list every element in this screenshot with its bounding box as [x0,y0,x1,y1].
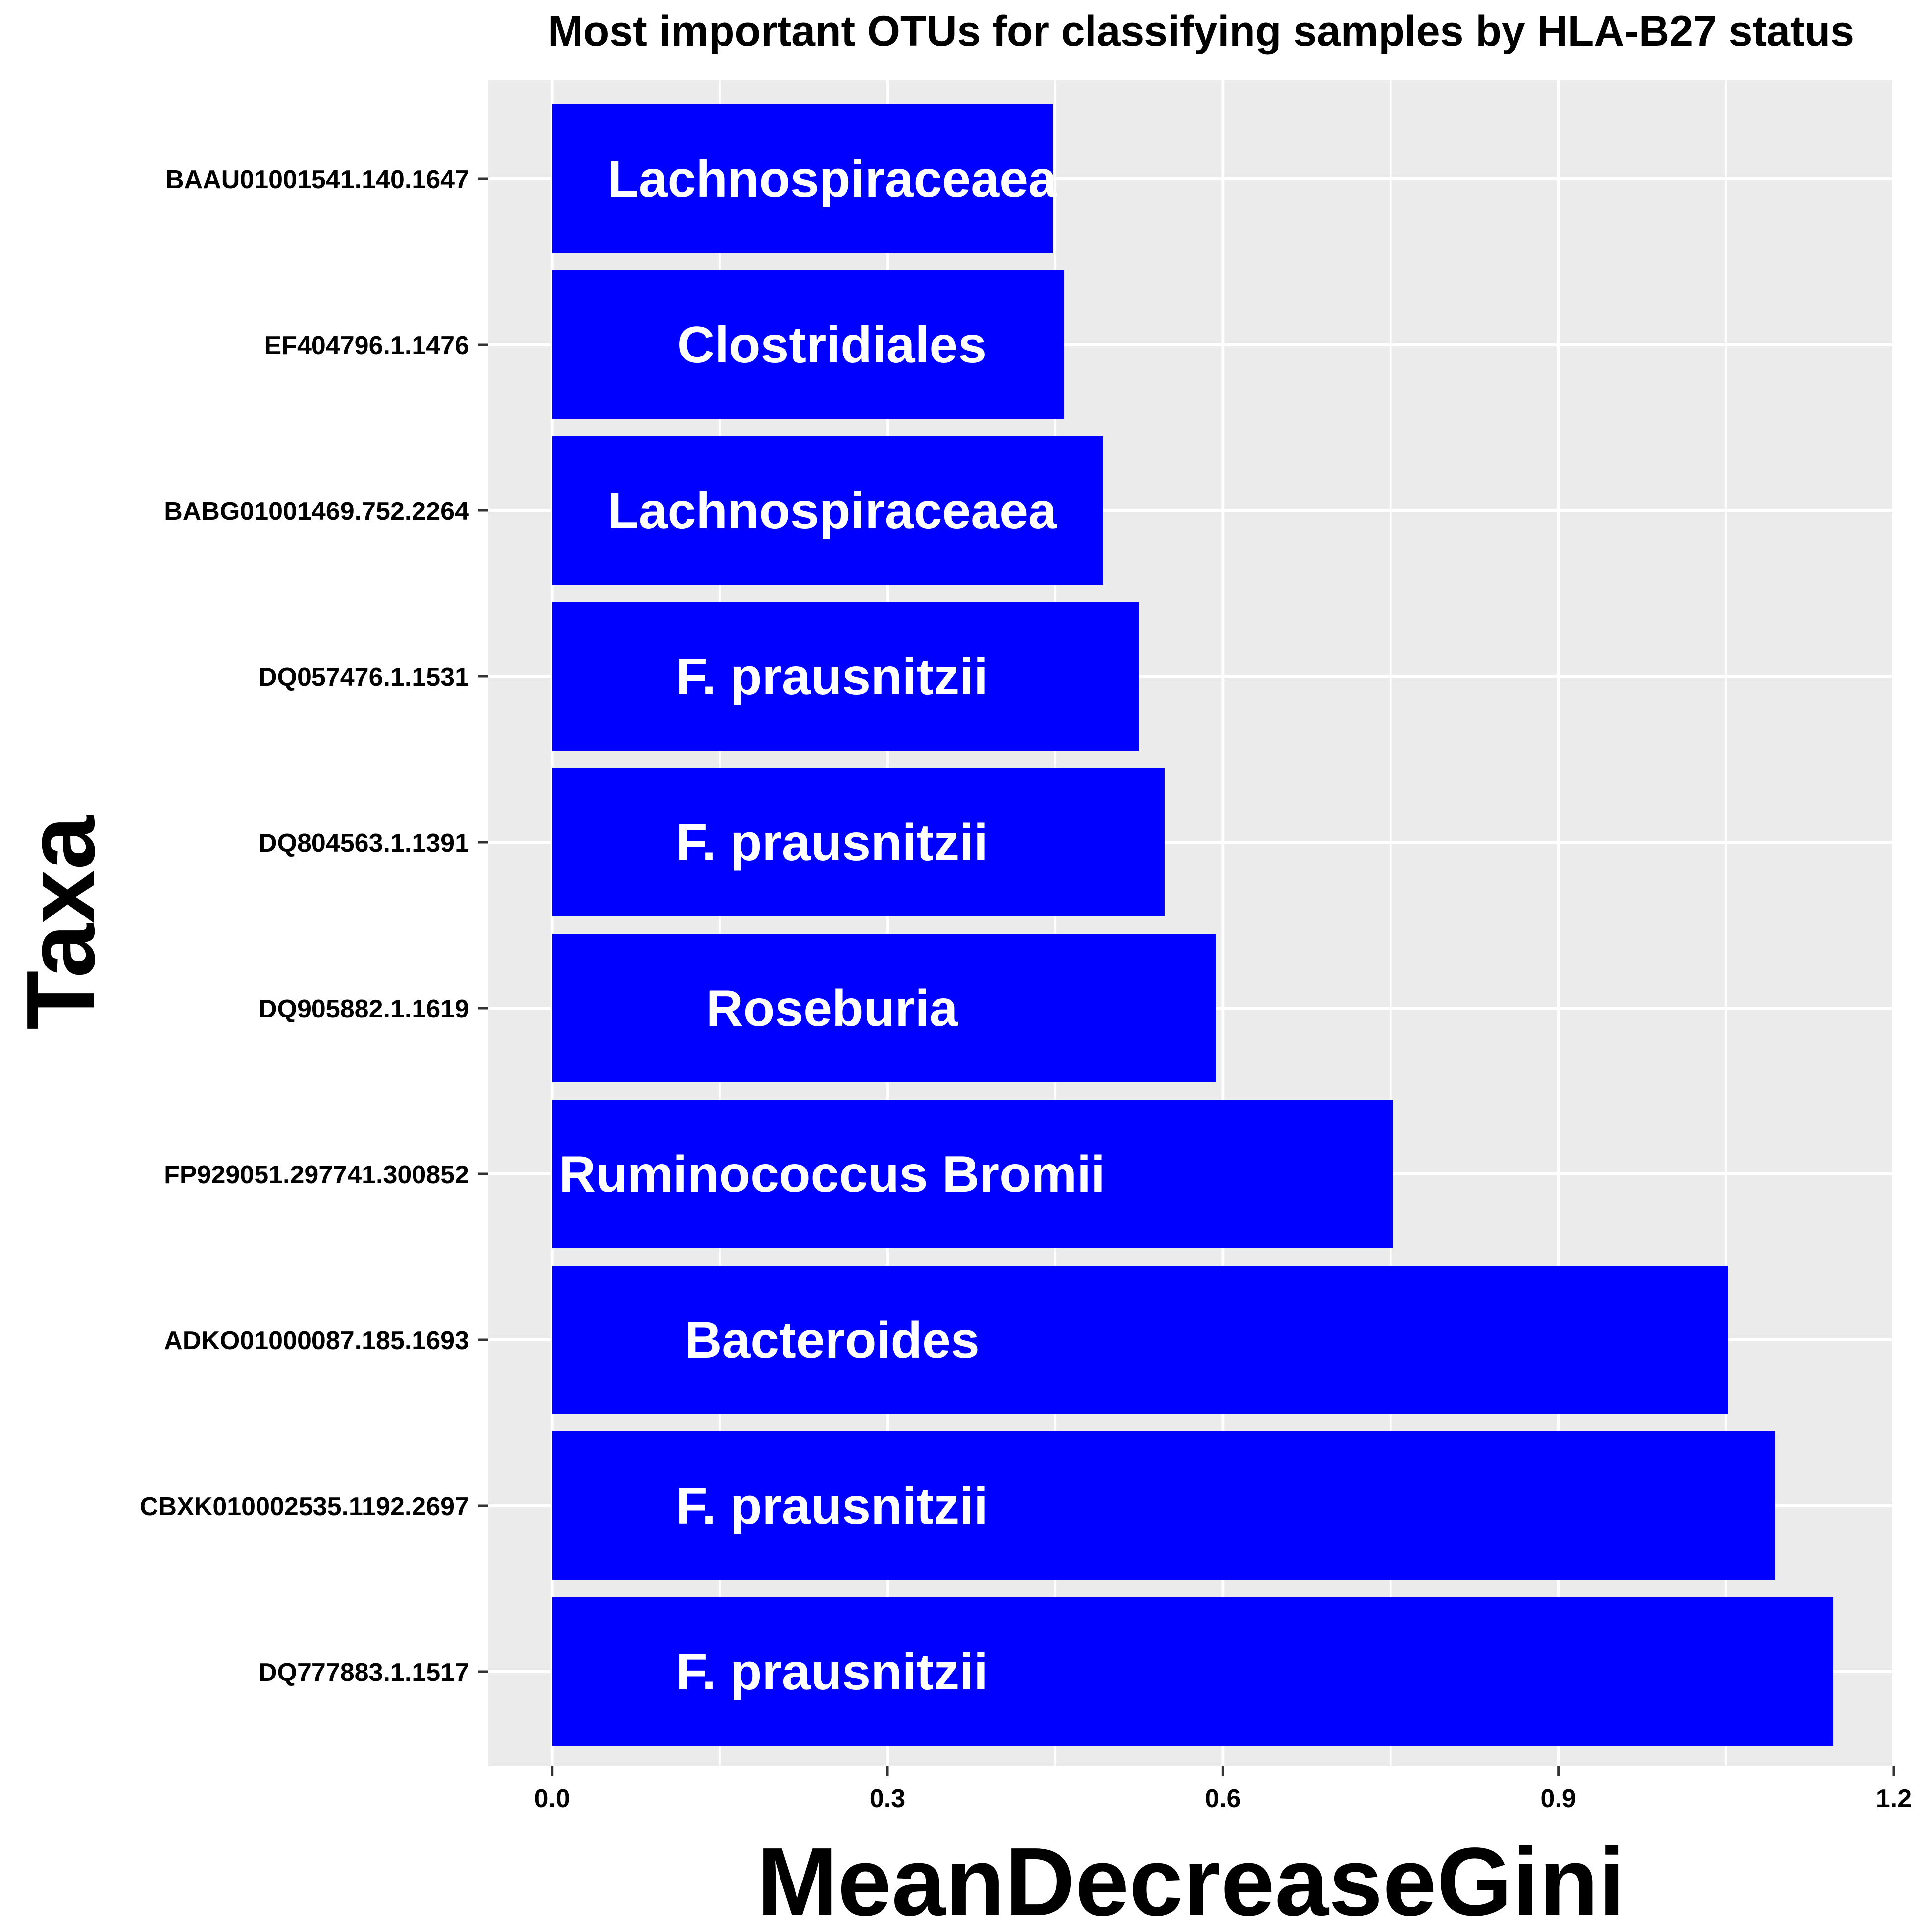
y-tick-label: CBXK010002535.1192.2697 [140,1492,469,1521]
bar [552,1266,1728,1414]
y-tick-label: EF404796.1.1476 [264,331,469,360]
bar-label: Roseburia [706,980,959,1037]
y-tick-label: BABG01001469.752.2264 [164,497,469,526]
y-tick-label: DQ057476.1.1531 [259,663,469,692]
bar-label: Lachnospiraceaea [607,151,1057,208]
bar [552,270,1064,419]
x-axis-title: MeanDecreaseGini [757,1828,1625,1932]
bar [552,934,1216,1082]
bar-label: Bacteroides [684,1312,979,1369]
bar [552,104,1053,253]
bar-label: F. prausnitzii [676,814,988,871]
y-tick-label: FP929051.297741.300852 [164,1161,469,1189]
bar-labels: Lachnospiraceaea Clostridiales Lachnospira… [559,151,1105,1701]
bar-label: Clostridiales [677,316,987,374]
bar [552,436,1103,585]
y-axis: BAAU01001541.140.1647 EF404796.1.1476 BABG… [140,165,488,1687]
y-tick-label: DQ777883.1.1517 [259,1658,469,1687]
x-tick-label: 0.9 [1541,1784,1576,1813]
bar [552,602,1140,751]
bar [552,1431,1775,1580]
x-tick-label: 0.6 [1205,1784,1241,1813]
y-axis-title: Taxa [6,815,115,1030]
y-tick-label: ADKO01000087.185.1693 [164,1326,469,1355]
chart-title: Most important OTUs for classifying samp… [548,7,1854,55]
bar [552,1100,1393,1248]
bar-label: Lachnospiraceaea [607,482,1057,540]
bar-label: F. prausnitzii [676,1477,988,1535]
bar [552,768,1165,916]
y-tick-label: DQ905882.1.1619 [259,995,469,1023]
x-tick-label: 0.0 [534,1784,570,1813]
bar-label: F. prausnitzii [676,1643,988,1701]
x-tick-label: 1.2 [1876,1784,1912,1813]
bar-label: Ruminococcus Bromii [559,1146,1105,1203]
bar [552,1597,1834,1746]
y-tick-label: BAAU01001541.140.1647 [165,165,469,194]
x-tick-label: 0.3 [870,1784,905,1813]
y-tick-label: DQ804563.1.1391 [259,829,469,858]
bars [552,104,1834,1746]
x-axis: 0.0 0.3 0.6 0.9 1.2 [534,1766,1912,1813]
bar-label: F. prausnitzii [676,648,988,706]
